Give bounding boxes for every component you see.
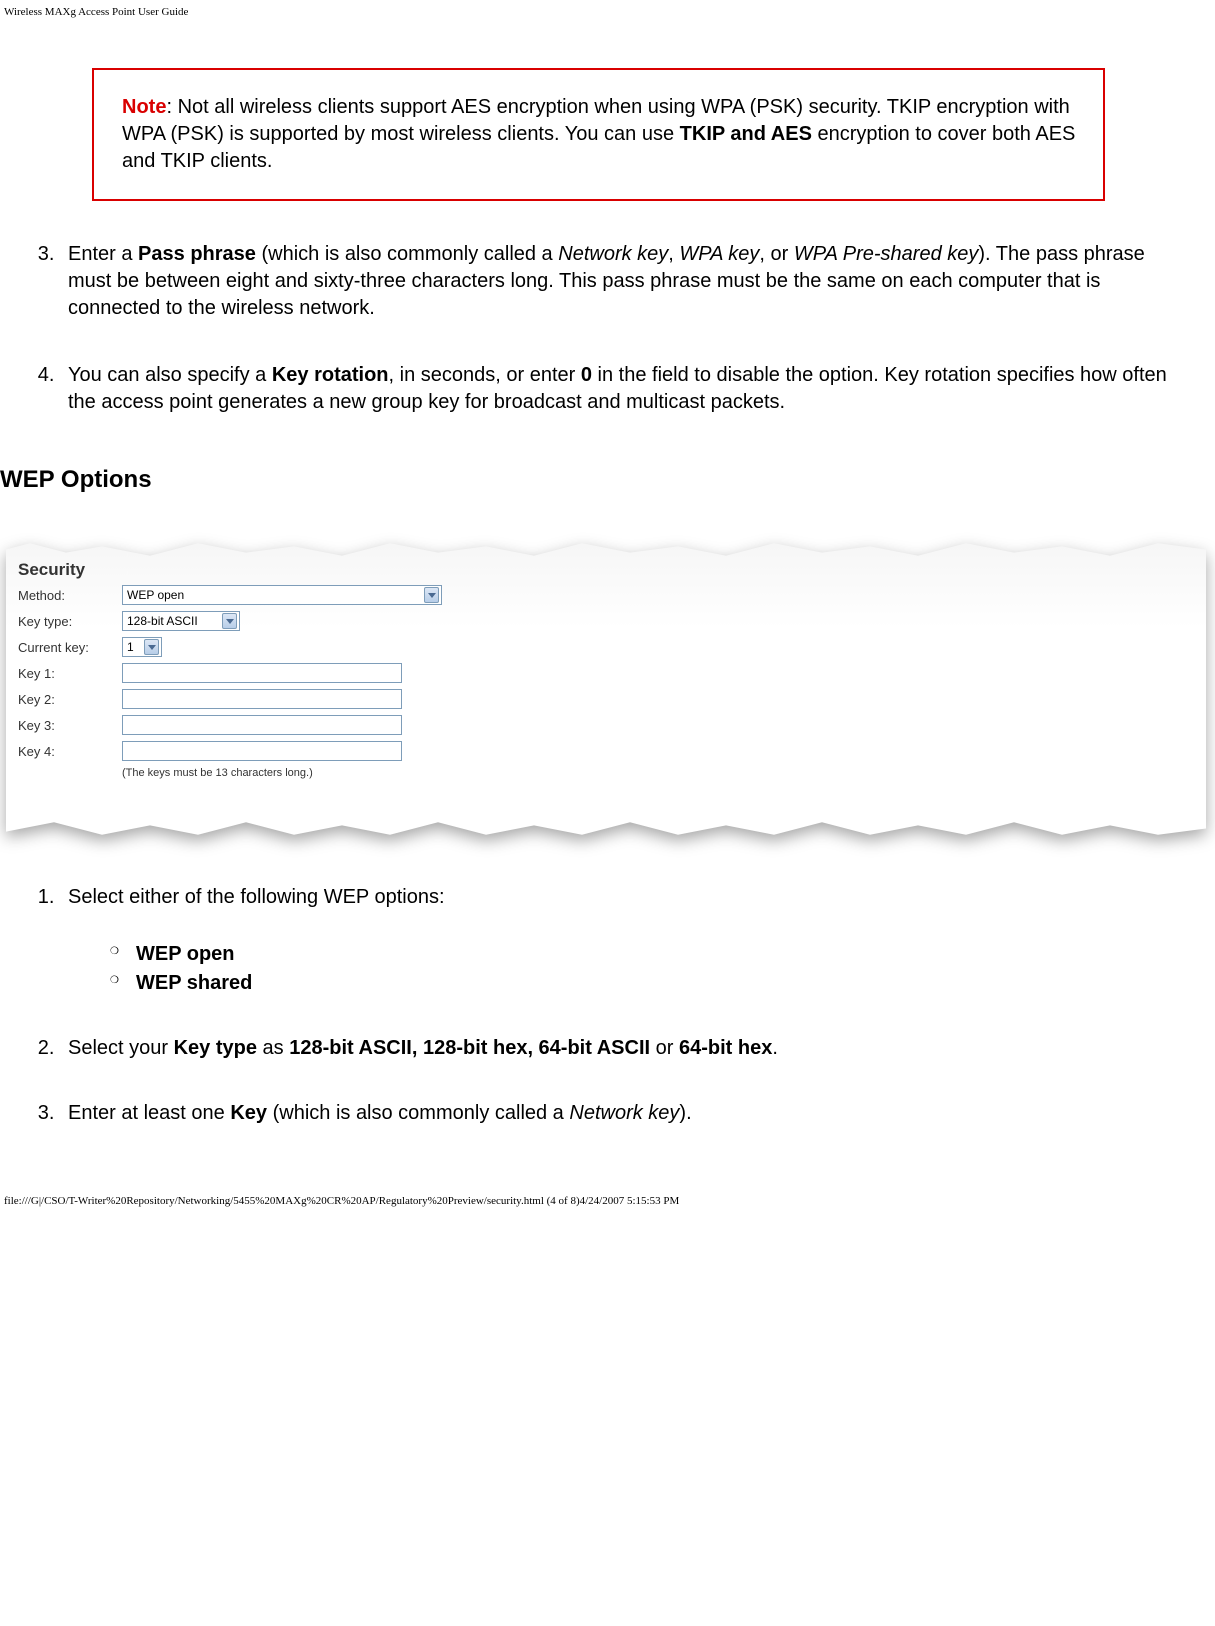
row-key4: Key 4: xyxy=(18,738,1206,764)
note-bold: TKIP and AES xyxy=(680,123,812,145)
t: (which is also commonly called a xyxy=(267,1102,569,1124)
row-key2: Key 2: xyxy=(18,686,1206,712)
keytype-select[interactable]: 128-bit ASCII xyxy=(122,611,240,631)
t: , in seconds, or enter xyxy=(389,364,581,386)
currentkey-select[interactable]: 1 xyxy=(122,637,162,657)
wep-item-2: Select your Key type as 128-bit ASCII, 1… xyxy=(60,1035,1187,1062)
note-text: Note: Not all wireless clients support A… xyxy=(122,94,1085,175)
key1-input[interactable] xyxy=(122,663,402,683)
t: 64-bit hex xyxy=(679,1037,772,1059)
wep-ordered-list: Select either of the following WEP optio… xyxy=(24,884,1197,1127)
t: Key xyxy=(230,1102,267,1124)
row-currentkey: Current key: 1 xyxy=(18,634,1206,660)
t: 128-bit ASCII, 128-bit hex, 64-bit ASCII xyxy=(289,1037,650,1059)
chevron-down-icon xyxy=(144,639,159,655)
row-key1: Key 1: xyxy=(18,660,1206,686)
page-header: Wireless MAXg Access Point User Guide xyxy=(0,0,1215,18)
t: . xyxy=(772,1037,778,1059)
t: ). xyxy=(679,1102,691,1124)
key3-label: Key 3: xyxy=(18,718,122,733)
key4-input[interactable] xyxy=(122,741,402,761)
helper-text: (The keys must be 13 characters long.) xyxy=(122,767,1206,779)
t: as xyxy=(257,1037,289,1059)
currentkey-label: Current key: xyxy=(18,640,122,655)
t: Enter at least one xyxy=(68,1102,230,1124)
row-keytype: Key type: 128-bit ASCII xyxy=(18,608,1206,634)
page-footer: file:///G|/CSO/T-Writer%20Repository/Net… xyxy=(0,1165,1215,1207)
t: You can also specify a xyxy=(68,364,272,386)
wep-item-3: Enter at least one Key (which is also co… xyxy=(60,1100,1187,1127)
keytype-value: 128-bit ASCII xyxy=(127,614,198,628)
t: Network key xyxy=(569,1102,679,1124)
t: Enter a xyxy=(68,243,138,265)
wep-options-bullets: WEP open WEP shared xyxy=(110,941,1187,997)
t: Select your xyxy=(68,1037,174,1059)
note-label: Note xyxy=(122,96,166,118)
t: WPA Pre-shared key xyxy=(794,243,979,265)
t: Key type xyxy=(174,1037,257,1059)
wep-open-bullet: WEP open xyxy=(110,941,1187,968)
key4-label: Key 4: xyxy=(18,744,122,759)
key2-input[interactable] xyxy=(122,689,402,709)
wep-options-heading: WEP Options xyxy=(0,466,1197,494)
t: or xyxy=(650,1037,679,1059)
note-box: Note: Not all wireless clients support A… xyxy=(92,68,1105,201)
t: Select either of the following WEP optio… xyxy=(68,886,445,908)
keytype-label: Key type: xyxy=(18,614,122,629)
t: , xyxy=(668,243,679,265)
chevron-down-icon xyxy=(222,613,237,629)
t: Network key xyxy=(558,243,668,265)
t: WPA key xyxy=(679,243,759,265)
row-method: Method: WEP open xyxy=(18,582,1206,608)
chevron-down-icon xyxy=(424,587,439,603)
security-screenshot: Security Method: WEP open Key type: 128-… xyxy=(6,534,1206,844)
t: (which is also commonly called a xyxy=(256,243,558,265)
key1-label: Key 1: xyxy=(18,666,122,681)
list-item-4: You can also specify a Key rotation, in … xyxy=(60,362,1187,416)
key2-label: Key 2: xyxy=(18,692,122,707)
top-ordered-list: Enter a Pass phrase (which is also commo… xyxy=(24,241,1197,416)
t: 0 xyxy=(581,364,592,386)
t: , or xyxy=(759,243,793,265)
wep-item-1: Select either of the following WEP optio… xyxy=(60,884,1187,997)
method-select[interactable]: WEP open xyxy=(122,585,442,605)
security-title: Security xyxy=(18,560,1206,580)
method-value: WEP open xyxy=(127,588,184,602)
t: Key rotation xyxy=(272,364,389,386)
row-key3: Key 3: xyxy=(18,712,1206,738)
t: Pass phrase xyxy=(138,243,256,265)
wep-shared-bullet: WEP shared xyxy=(110,970,1187,997)
key3-input[interactable] xyxy=(122,715,402,735)
list-item-3: Enter a Pass phrase (which is also commo… xyxy=(60,241,1187,322)
currentkey-value: 1 xyxy=(127,640,134,654)
method-label: Method: xyxy=(18,588,122,603)
